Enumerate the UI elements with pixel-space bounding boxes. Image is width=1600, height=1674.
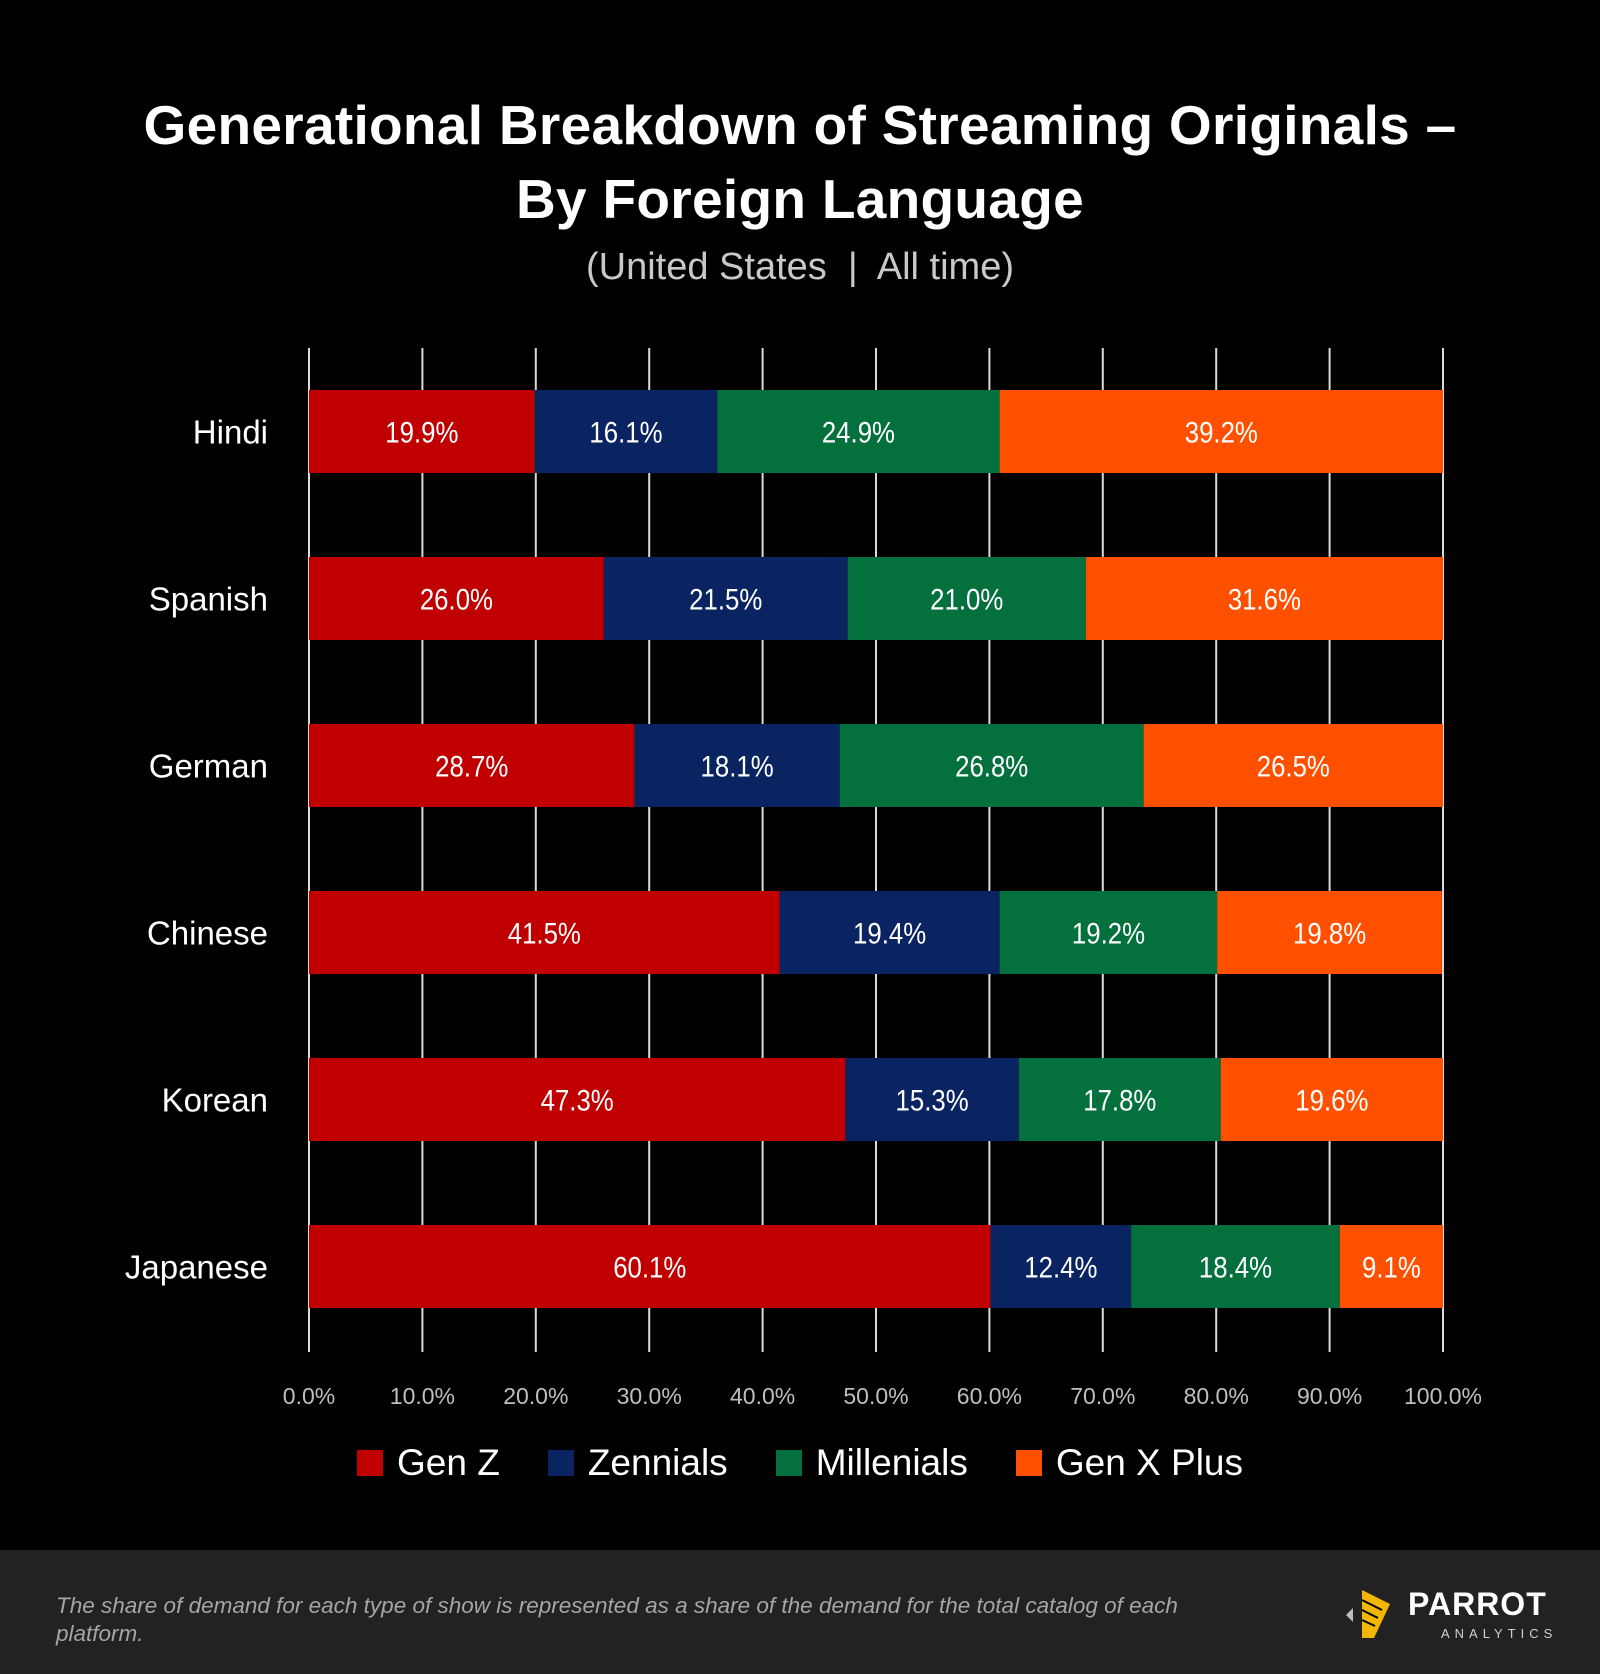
bars [309,390,1443,1308]
x-tick-label: 80.0% [1184,1383,1249,1409]
legend-item: Gen Z [357,1442,500,1484]
x-tick-label: 90.0% [1297,1383,1362,1409]
bar-segment [634,724,840,807]
data-label: 31.6% [1228,583,1301,616]
bar-segment [845,1058,1019,1141]
bar-segment [1143,724,1443,807]
x-tick-label: 10.0% [390,1383,455,1409]
legend-label: Zennials [587,1442,728,1483]
legend-swatch [775,1450,802,1476]
legend-swatch [547,1450,574,1476]
data-label: 9.1% [1362,1251,1421,1284]
x-axis-ticks: 0.0% 10.0% 20.0% 30.0% 40.0% 50.0% 60.0% 70.0% 8… [283,1383,1482,1409]
bar-segment [717,390,1000,473]
chart-title-line-2: By Foreign Language [516,168,1084,230]
bar-segment [534,390,718,473]
legend-swatch [1015,1450,1042,1476]
gridlines [308,348,1444,1352]
data-label: 24.9% [822,416,895,449]
data-label: 19.9% [385,416,458,449]
x-tick-label: 20.0% [503,1383,568,1409]
category-label: German [149,748,268,785]
chart-title-line-1: Generational Breakdown of Streaming Orig… [143,94,1457,156]
bar-segment [309,1058,846,1141]
bar-segment [1085,557,1443,640]
logo-name: PARROT [1408,1586,1547,1622]
data-label: 15.3% [896,1084,969,1117]
data-label: 12.4% [1024,1251,1097,1284]
legend-swatch [357,1450,383,1476]
x-tick-label: 40.0% [730,1383,795,1409]
x-tick-label: 0.0% [283,1383,335,1409]
legend-label: Gen X Plus [1055,1442,1243,1483]
data-label: 19.4% [853,917,926,950]
bar-segment [1339,1225,1443,1308]
chart-subtitle: (United States | All time) [585,246,1015,288]
bar-segment [839,724,1144,807]
category-label: Chinese [147,915,268,952]
category-label: Japanese [125,1249,268,1286]
data-label: 19.2% [1072,917,1145,950]
data-label: 17.8% [1083,1084,1156,1117]
legend: Gen Z Zennials Millenials Gen X Plus [0,1442,1600,1484]
bar-segment [847,557,1086,640]
bar-segment [309,390,535,473]
bar-segment [309,724,635,807]
bar-segment [603,557,848,640]
category-label: Korean [162,1082,268,1119]
data-label: 26.0% [420,583,493,616]
legend-item: Zennials [547,1442,728,1484]
data-label: 21.0% [930,583,1003,616]
data-label: 26.8% [955,750,1028,783]
footnote: The share of demand for each type of sho… [56,1593,1178,1646]
data-label: 60.1% [613,1251,686,1284]
data-labels: 19.9% 16.1% 24.9% 39.2% 26.0% 21.5% 21.0% 31.6%… [385,416,1421,1284]
data-label: 18.1% [701,750,774,783]
data-label: 19.6% [1295,1084,1368,1117]
bar-segment [779,891,1000,974]
parrot-analytics-logo: PARROT ANALYTICS [1338,1586,1558,1646]
bar-segment [1220,1058,1443,1141]
data-label: 16.1% [589,416,662,449]
data-label: 18.4% [1199,1251,1272,1284]
data-label: 39.2% [1185,416,1258,449]
data-label: 41.5% [508,917,581,950]
data-label: 26.5% [1257,750,1330,783]
stacked-bar-chart: 19.9% 16.1% 24.9% 39.2% 26.0% 21.5% 21.0% 31.6%… [125,348,1482,1409]
logo-sub: ANALYTICS [1441,1626,1558,1641]
footer: The share of demand for each type of sho… [0,1550,1600,1674]
x-tick-label: 30.0% [617,1383,682,1409]
bar-segment [999,390,1443,473]
bar-segment [309,891,780,974]
bar-segment [1217,891,1442,974]
data-label: 21.5% [689,583,762,616]
legend-item: Gen X Plus [1015,1442,1243,1484]
bar-segment [309,1225,991,1308]
data-label: 19.8% [1293,917,1366,950]
data-label: 47.3% [541,1084,614,1117]
bar-segment [1131,1225,1340,1308]
x-tick-label: 50.0% [843,1383,908,1409]
category-label: Spanish [149,581,268,618]
legend-item: Millenials [775,1442,968,1484]
bar-segment [990,1225,1132,1308]
bar-segment [1018,1058,1221,1141]
x-tick-label: 60.0% [957,1383,1022,1409]
category-labels: Hindi Spanish German Chinese Korean Japanese [125,414,268,1286]
category-label: Hindi [193,414,268,451]
data-label: 28.7% [435,750,508,783]
x-tick-label: 70.0% [1070,1383,1135,1409]
parrot-logo-icon [1346,1590,1390,1638]
bar-segment [309,557,604,640]
x-tick-label: 100.0% [1404,1383,1482,1409]
legend-label: Millenials [815,1442,968,1483]
chart-title: Generational Breakdown of Streaming Orig… [0,88,1600,236]
legend-label: Gen Z [397,1442,500,1483]
bar-segment [999,891,1218,974]
